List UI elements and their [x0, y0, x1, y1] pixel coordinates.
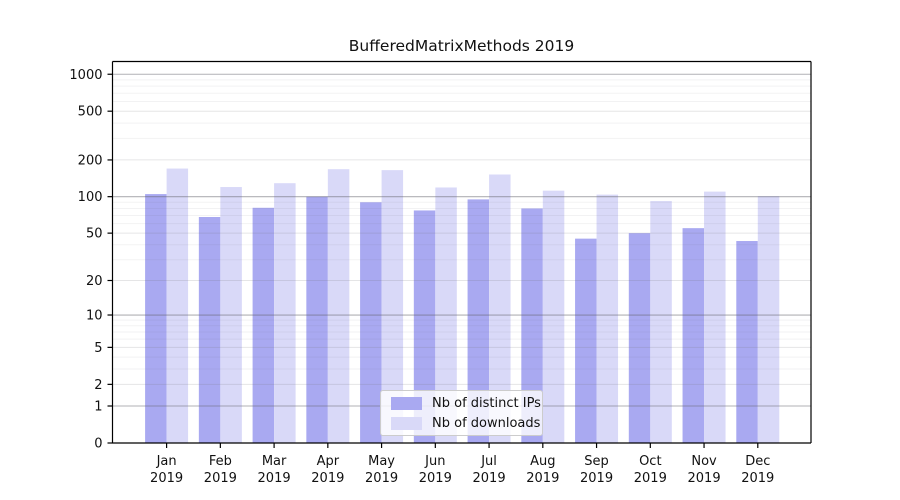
bar-ips-dec — [736, 241, 758, 443]
bar-downloads-oct — [650, 201, 672, 443]
x-tick-label-month: Apr — [317, 454, 340, 469]
bar-ips-aug — [521, 208, 543, 443]
legend-label-downloads: Nb of downloads — [432, 415, 541, 431]
x-tick-label-month: Nov — [691, 454, 717, 469]
x-tick-label-month: Jan — [156, 454, 177, 469]
bar-downloads-may — [381, 170, 404, 443]
bar-ips-feb — [198, 217, 221, 443]
x-tick-label-year: 2019 — [419, 471, 452, 486]
bar-downloads-apr — [327, 169, 350, 443]
x-tick-label-year: 2019 — [204, 471, 237, 486]
x-tick-label-year: 2019 — [365, 471, 398, 486]
legend-swatch-downloads — [391, 416, 422, 430]
bar-downloads-dec — [757, 196, 780, 443]
x-tick-label-year: 2019 — [526, 471, 559, 486]
x-tick-label-month: Mar — [262, 454, 287, 469]
legend-label-distinct-ips: Nb of distinct IPs — [432, 395, 541, 411]
bar-ips-jan — [145, 194, 167, 443]
y-tick-label: 100 — [78, 190, 103, 205]
x-tick-label-month: Jul — [480, 454, 497, 469]
legend-swatch-distinct-ips — [391, 396, 422, 410]
bar-downloads-aug — [542, 190, 565, 443]
x-tick-label-month: Sep — [584, 454, 609, 469]
bar-ips-oct — [628, 233, 651, 443]
x-tick-label-year: 2019 — [150, 471, 183, 486]
y-tick-label: 200 — [78, 153, 103, 168]
bar-ips-may — [360, 202, 382, 443]
bar-ips-jun — [413, 210, 436, 443]
bar-downloads-jan — [166, 168, 189, 444]
bar-ips-sep — [575, 238, 597, 443]
y-tick-label: 500 — [78, 105, 103, 120]
legend-item-downloads: Nb of downloads — [391, 416, 542, 431]
x-tick-label-year: 2019 — [311, 471, 344, 486]
y-tick-label: 1000 — [69, 68, 102, 83]
x-tick-label-month: Jun — [424, 454, 445, 469]
x-tick-label-year: 2019 — [473, 471, 506, 486]
bar-ips-mar — [252, 207, 275, 443]
legend: Nb of distinct IPs Nb of downloads — [380, 390, 543, 436]
x-tick-label-year: 2019 — [634, 471, 667, 486]
x-tick-label-year: 2019 — [688, 471, 721, 486]
x-tick-label-month: Feb — [209, 454, 232, 469]
bar-ips-apr — [306, 196, 328, 443]
bar-downloads-sep — [596, 194, 619, 443]
y-tick-label: 50 — [86, 227, 103, 242]
x-tick-label-year: 2019 — [741, 471, 774, 486]
x-tick-label-month: May — [368, 454, 395, 469]
x-tick-label-month: Aug — [530, 454, 555, 469]
y-tick-label: 5 — [94, 341, 102, 356]
bar-ips-jul — [467, 199, 490, 443]
y-tick-label: 1 — [94, 400, 102, 415]
x-tick-label-month: Oct — [639, 454, 661, 469]
x-tick-label-month: Dec — [745, 454, 770, 469]
bar-downloads-jul — [489, 174, 511, 444]
y-tick-label: 2 — [94, 378, 102, 393]
y-tick-label: 20 — [86, 274, 103, 289]
bar-ips-nov — [682, 228, 705, 443]
bar-downloads-nov — [704, 191, 726, 443]
legend-item-distinct-ips: Nb of distinct IPs — [391, 396, 542, 411]
x-tick-label-year: 2019 — [258, 471, 291, 486]
bar-downloads-mar — [274, 183, 296, 444]
x-tick-label-year: 2019 — [580, 471, 613, 486]
y-tick-label: 0 — [94, 437, 102, 452]
y-tick-label: 10 — [86, 309, 103, 324]
chart-title: BufferedMatrixMethods 2019 — [348, 37, 575, 55]
